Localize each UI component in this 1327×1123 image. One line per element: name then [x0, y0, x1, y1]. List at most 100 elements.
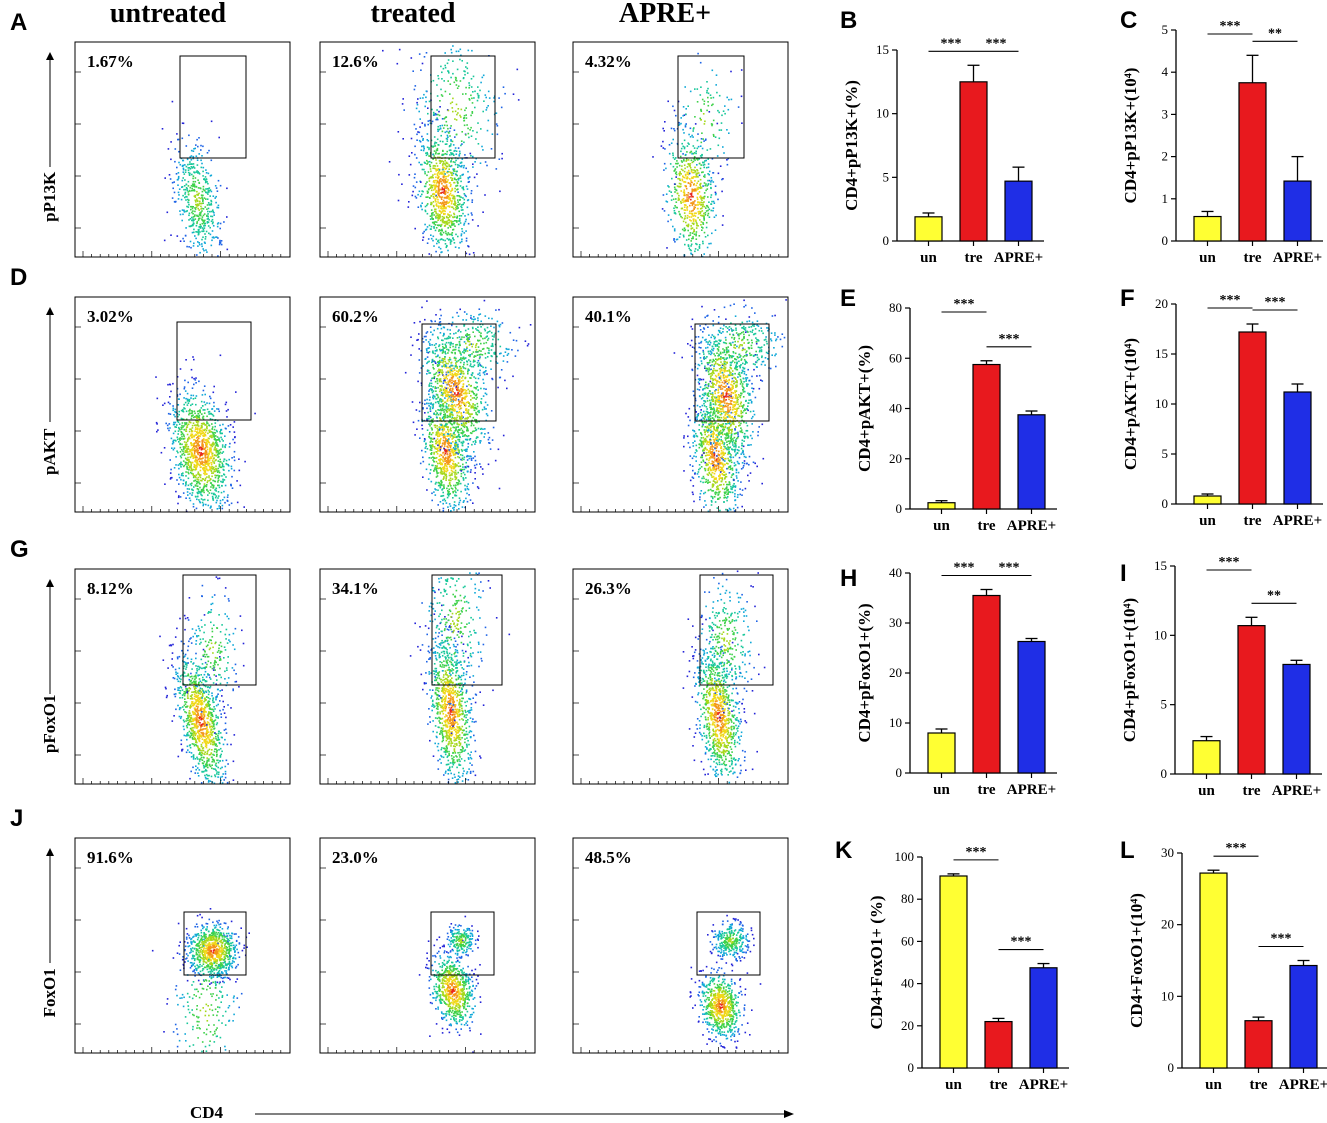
event-dot [705, 183, 707, 185]
event-dot [450, 510, 452, 512]
event-dot [444, 163, 446, 165]
event-dot [254, 413, 256, 415]
event-dot [450, 184, 452, 186]
event-dot [446, 184, 448, 186]
event-dot [186, 166, 188, 168]
event-dot [182, 450, 184, 452]
event-dot [461, 140, 463, 142]
event-dot [452, 60, 454, 62]
event-dot [437, 463, 439, 465]
event-dot [435, 398, 437, 400]
event-dot [474, 443, 476, 445]
event-dot [214, 410, 216, 412]
event-dot [199, 244, 201, 246]
event-dot [723, 152, 725, 154]
event-dot [446, 154, 448, 156]
event-dot [431, 448, 433, 450]
event-dot [448, 232, 450, 234]
event-dot [446, 488, 448, 490]
event-dot [671, 199, 673, 201]
event-dot [434, 143, 436, 145]
event-dot [196, 139, 198, 141]
event-dot [193, 469, 195, 471]
event-dot [447, 470, 449, 472]
event-dot [213, 214, 215, 216]
event-dot [431, 500, 433, 502]
event-dot [450, 149, 452, 151]
event-dot [465, 168, 467, 170]
event-dot [170, 141, 172, 143]
event-dot [703, 223, 705, 225]
event-dot [460, 380, 462, 382]
event-dot [471, 458, 473, 460]
event-dot [433, 155, 435, 157]
event-dot [208, 463, 210, 465]
event-dot [204, 486, 206, 488]
event-dot [452, 168, 454, 170]
event-dot [464, 341, 466, 343]
event-dot [193, 150, 195, 152]
event-dot [491, 410, 493, 412]
event-dot [435, 177, 437, 179]
event-dot [689, 219, 691, 221]
event-dot [203, 478, 205, 480]
event-dot [194, 411, 196, 413]
event-dot [693, 218, 695, 220]
event-dot [169, 459, 171, 461]
event-dot [229, 431, 231, 433]
event-dot [440, 135, 442, 137]
event-dot [710, 148, 712, 150]
event-dot [204, 462, 206, 464]
event-dot [445, 143, 447, 145]
event-dot [462, 158, 464, 160]
event-dot [685, 108, 687, 110]
event-dot [738, 106, 740, 108]
event-dot [233, 456, 235, 458]
event-dot [215, 459, 217, 461]
event-dot [477, 100, 479, 102]
event-dot [464, 115, 466, 117]
event-dot [429, 432, 431, 434]
event-dot [177, 439, 179, 441]
event-dot [446, 198, 448, 200]
event-dot [213, 457, 215, 459]
event-dot [198, 233, 200, 235]
event-dot [443, 382, 445, 384]
event-dot [452, 374, 454, 376]
event-dot [448, 438, 450, 440]
event-dot [447, 363, 449, 365]
event-dot [450, 83, 452, 85]
event-dot [203, 390, 205, 392]
event-dot [456, 205, 458, 207]
event-dot [470, 155, 472, 157]
event-dot [438, 207, 440, 209]
event-dot [205, 198, 207, 200]
event-dot [503, 435, 505, 437]
event-dot [429, 351, 431, 353]
event-dot [207, 221, 209, 223]
event-dot [431, 449, 433, 451]
event-dot [436, 470, 438, 472]
event-dot [200, 226, 202, 228]
event-dot [201, 427, 203, 429]
event-dot [487, 105, 489, 107]
event-dot [681, 148, 683, 150]
event-dot [173, 440, 175, 442]
event-dot [421, 164, 423, 166]
event-dot [468, 181, 470, 183]
event-dot [220, 355, 222, 357]
event-dot [699, 184, 701, 186]
event-dot [196, 479, 198, 481]
event-dot [210, 203, 212, 205]
event-dot [220, 503, 222, 505]
event-dot [453, 239, 455, 241]
event-dot [704, 174, 706, 176]
event-dot [447, 409, 449, 411]
event-dot [435, 186, 437, 188]
event-dot [492, 133, 494, 135]
event-dot [741, 96, 743, 98]
event-dot [468, 494, 470, 496]
event-dot [702, 204, 704, 206]
event-dot [203, 409, 205, 411]
event-dot [435, 314, 437, 316]
